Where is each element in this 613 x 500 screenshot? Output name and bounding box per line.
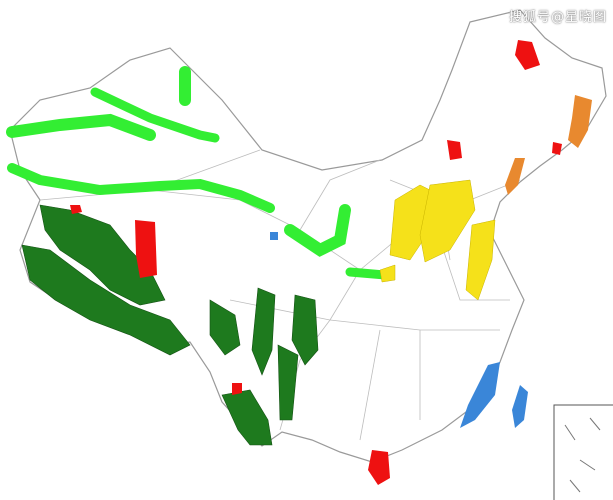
- yellow-regions: [379, 179, 496, 301]
- region-red-jilin: [552, 142, 562, 155]
- region-band-tianshan: [6, 113, 156, 141]
- region-hengduan-2: [291, 294, 319, 366]
- region-red-xinjiang-small: [70, 205, 82, 214]
- region-yellow-4: [379, 264, 396, 283]
- region-red-heilongjiang: [515, 40, 540, 70]
- region-red-inner-mongolia: [447, 140, 462, 160]
- watermark: 搜狐号@星晓图: [508, 10, 607, 25]
- region-red-hainan: [368, 450, 390, 485]
- blue-regions: [270, 232, 528, 428]
- region-qilian: [284, 204, 351, 257]
- region-blue-taiwan: [512, 385, 528, 428]
- dark-green-regions: [21, 204, 319, 446]
- region-red-yunnan: [232, 383, 242, 395]
- region-tibet-south: [21, 244, 191, 356]
- region-helan: [345, 267, 390, 280]
- region-yellow-3: [465, 219, 496, 301]
- region-red-tibet: [135, 220, 157, 278]
- region-band-north: [90, 87, 220, 143]
- region-tibet-east: [209, 299, 241, 356]
- light-green-regions: [6, 66, 390, 280]
- region-band-kunlun: [7, 163, 275, 213]
- orange-regions: [505, 95, 592, 195]
- region-hengduan-1: [251, 287, 276, 376]
- red-regions: [70, 40, 562, 485]
- region-yellow-2: [419, 179, 476, 263]
- south-china-sea-inset: [553, 404, 613, 500]
- region-yunnan-south: [221, 389, 273, 446]
- region-orange-liaoning: [505, 158, 525, 195]
- region-hengduan-3: [277, 344, 299, 421]
- inset-frame: [553, 404, 613, 500]
- region-blue-qinghai: [270, 232, 278, 240]
- region-orange-heilongjiang: [568, 95, 592, 148]
- region-tibet-north: [39, 204, 166, 306]
- region-blue-fujian: [460, 362, 500, 428]
